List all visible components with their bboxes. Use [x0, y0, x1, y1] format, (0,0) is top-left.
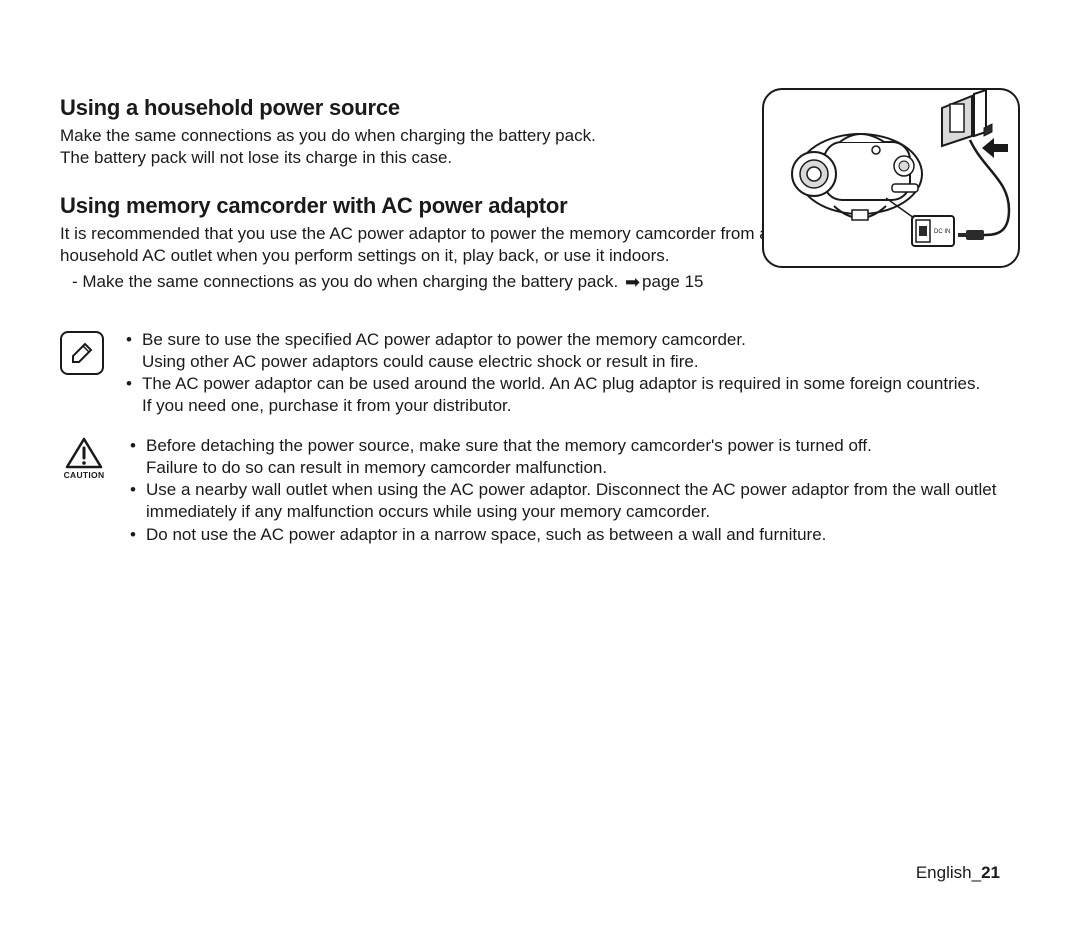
- note-2b: If you need one, purchase it from your d…: [142, 396, 511, 415]
- caution-block: CAUTION Before detaching the power sourc…: [60, 435, 1020, 545]
- svg-text:DC IN: DC IN: [934, 229, 950, 235]
- section2-dash-text: Make the same connections as you do when…: [82, 272, 618, 291]
- camcorder-diagram-svg: DC IN: [764, 90, 1016, 264]
- camcorder-icon: [792, 134, 922, 220]
- caution-label: CAUTION: [64, 470, 105, 480]
- note-1a: Be sure to use the specified AC power ad…: [142, 330, 746, 349]
- section2-page-ref: page 15: [642, 272, 703, 291]
- note-list: Be sure to use the specified AC power ad…: [122, 329, 980, 417]
- caution-item-2: Use a nearby wall outlet when using the …: [126, 479, 1020, 523]
- page-ref-arrow-icon: ➡: [625, 271, 640, 294]
- caution-item-3: Do not use the AC power adaptor in a nar…: [126, 524, 1020, 546]
- caution-1a: Before detaching the power source, make …: [146, 436, 872, 455]
- power-connection-illustration: DC IN: [762, 88, 1020, 268]
- section2-dash: Make the same connections as you do when…: [72, 271, 1020, 294]
- page-footer: English_21: [916, 863, 1000, 883]
- caution-list: Before detaching the power source, make …: [126, 435, 1020, 545]
- section1-text: Make the same connections as you do when…: [60, 125, 760, 169]
- section1-line1: Make the same connections as you do when…: [60, 126, 596, 145]
- caution-icon: CAUTION: [60, 437, 108, 480]
- section1-line2: The battery pack will not lose its charg…: [60, 148, 452, 167]
- note-1b: Using other AC power adaptors could caus…: [142, 352, 699, 371]
- note-block: Be sure to use the specified AC power ad…: [60, 329, 1020, 417]
- warning-triangle-icon: [65, 437, 103, 469]
- pencil-note-icon: [69, 340, 95, 366]
- footer-lang: English: [916, 863, 972, 882]
- note-item-1: Be sure to use the specified AC power ad…: [122, 329, 980, 373]
- dc-plug-icon: [958, 230, 984, 240]
- caution-item-1: Before detaching the power source, make …: [126, 435, 1020, 479]
- section2-text: It is recommended that you use the AC po…: [60, 223, 800, 267]
- dc-in-port-icon: DC IN: [886, 198, 954, 246]
- note-item-2: The AC power adaptor can be used around …: [122, 373, 980, 417]
- caution-1b: Failure to do so can result in memory ca…: [146, 458, 607, 477]
- note-icon: [60, 331, 104, 375]
- footer-page: 21: [981, 863, 1000, 882]
- manual-page: DC IN Using a household power source Mak…: [0, 0, 1080, 933]
- note-2a: The AC power adaptor can be used around …: [142, 374, 980, 393]
